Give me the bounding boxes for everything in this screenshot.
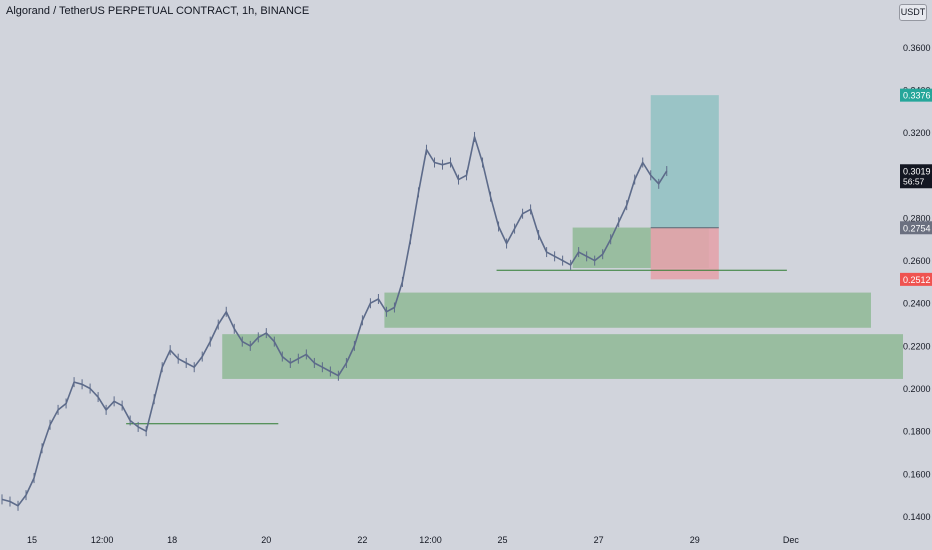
x-tick-label: 29 [690, 535, 700, 545]
y-tick-label: 0.2400 [903, 299, 931, 309]
x-tick-label: 27 [594, 535, 604, 545]
price-badge-label: 0.2754 [903, 223, 931, 233]
position-target-zone[interactable] [650, 95, 719, 228]
y-tick-label: 0.2800 [903, 213, 931, 223]
last-price-badge [900, 164, 932, 189]
price-badge [900, 221, 932, 235]
last-price-label: 0.3019 [903, 166, 931, 176]
y-tick-label: 0.3600 [903, 43, 931, 53]
demand-zone-lower[interactable] [222, 334, 904, 379]
price-badge [900, 88, 932, 102]
y-tick-label: 0.2600 [903, 256, 931, 266]
x-tick-label: 15 [27, 535, 37, 545]
price-badge-label: 0.3376 [903, 91, 931, 101]
x-tick-label: 22 [357, 535, 367, 545]
price-line [1, 136, 668, 507]
y-tick-label: 0.3200 [903, 128, 931, 138]
y-tick-label: 0.2000 [903, 384, 931, 394]
y-tick-label: 0.1600 [903, 469, 931, 479]
x-tick-label: 20 [261, 535, 271, 545]
price-badge [900, 272, 932, 286]
demand-zone-upper[interactable] [384, 292, 871, 328]
chart-title: Algorand / TetherUS PERPETUAL CONTRACT, … [6, 5, 310, 17]
y-tick-label: 0.1800 [903, 427, 931, 437]
x-tick-label: Dec [783, 535, 800, 545]
x-tick-label: 25 [498, 535, 508, 545]
x-tick-label: 18 [167, 535, 177, 545]
currency-button[interactable]: USDT [899, 4, 927, 21]
last-price-countdown: 56:57 [903, 176, 925, 186]
y-tick-label: 0.1400 [903, 512, 931, 522]
position-stop-zone[interactable] [650, 227, 719, 280]
x-tick-label: 12:00 [419, 535, 442, 545]
price-badge-label: 0.2512 [903, 275, 931, 285]
x-tick-label: 12:00 [91, 535, 114, 545]
y-tick-label: 0.2200 [903, 341, 931, 351]
